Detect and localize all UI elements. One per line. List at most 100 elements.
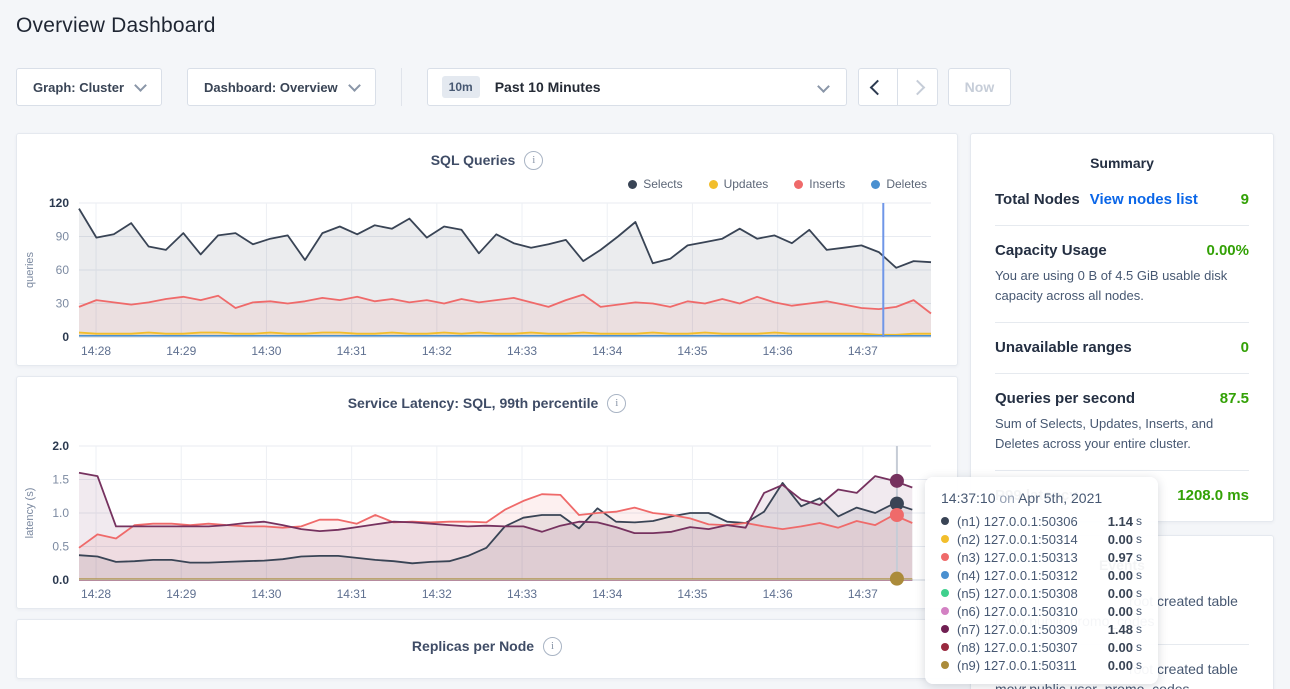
info-icon[interactable] bbox=[607, 393, 627, 413]
tooltip-node-row: (n9) 127.0.0.1:50311 0.00 s bbox=[941, 656, 1142, 674]
sql-queries-chart[interactable]: 120 90 60 30 0 14:28 14:29 14:30 14:31 14:32 14:33… bbox=[17, 193, 959, 365]
series-dot-icon bbox=[941, 589, 949, 597]
tooltip-node-row: (n2) 127.0.0.1:50314 0.00 s bbox=[941, 530, 1142, 548]
summary-value: 1208.0 ms bbox=[1177, 487, 1249, 504]
svg-text:0.5: 0.5 bbox=[52, 540, 69, 554]
legend-dot-icon bbox=[708, 179, 718, 189]
tooltip-node-value: 0.00 bbox=[1107, 603, 1133, 619]
info-icon[interactable] bbox=[543, 636, 563, 656]
time-range-picker[interactable]: 10m Past 10 Minutes bbox=[426, 68, 847, 106]
svg-text:14:35: 14:35 bbox=[677, 344, 707, 358]
time-back-button[interactable] bbox=[857, 68, 898, 106]
legend-dot-icon bbox=[628, 179, 638, 189]
summary-description: You are using 0 B of 4.5 GiB usable disk… bbox=[995, 268, 1228, 303]
tooltip-node-row: (n7) 127.0.0.1:50309 1.48 s bbox=[941, 620, 1142, 638]
svg-text:30: 30 bbox=[56, 297, 70, 311]
view-nodes-list-link[interactable]: View nodes list bbox=[1089, 191, 1198, 208]
svg-text:14:33: 14:33 bbox=[507, 587, 537, 601]
summary-label: Total Nodes bbox=[995, 191, 1080, 208]
info-icon[interactable] bbox=[524, 150, 544, 170]
summary-row: Unavailable ranges 0 bbox=[995, 322, 1249, 373]
service-latency-title: Service Latency: SQL, 99th percentile bbox=[347, 395, 599, 411]
tooltip-node-label: (n1) 127.0.0.1:50306 bbox=[957, 513, 1078, 529]
tooltip-node-label: (n3) 127.0.0.1:50313 bbox=[957, 549, 1078, 565]
divider bbox=[400, 68, 402, 106]
tooltip-node-label: (n5) 127.0.0.1:50308 bbox=[957, 585, 1078, 601]
dashboard-dropdown[interactable]: Dashboard: Overview bbox=[187, 68, 376, 106]
legend-item-selects[interactable]: Selects bbox=[628, 177, 683, 191]
svg-text:queries: queries bbox=[24, 251, 36, 288]
summary-row: Queries per second 87.5 Sum of Selects, Up… bbox=[995, 373, 1249, 470]
svg-text:14:37: 14:37 bbox=[848, 344, 878, 358]
summary-row: Capacity Usage 0.00% You are using 0 B of … bbox=[995, 225, 1249, 322]
legend-item-inserts[interactable]: Inserts bbox=[794, 177, 845, 191]
tooltip-node-unit: s bbox=[1136, 604, 1142, 618]
tooltip-node-row: (n8) 127.0.0.1:50307 0.00 s bbox=[941, 638, 1142, 656]
summary-title: Summary bbox=[1090, 155, 1154, 171]
tooltip-node-unit: s bbox=[1136, 568, 1142, 582]
legend-label: Inserts bbox=[809, 177, 846, 191]
tooltip-node-value: 1.14 bbox=[1107, 513, 1133, 529]
graph-dropdown-label: Graph: Cluster bbox=[33, 79, 125, 95]
tooltip-time: 14:37:10 bbox=[941, 490, 996, 506]
summary-row: Total Nodes View nodes list 9 bbox=[995, 175, 1249, 225]
svg-text:latency (s): latency (s) bbox=[24, 488, 36, 539]
tooltip-node-unit: s bbox=[1136, 640, 1142, 654]
svg-text:120: 120 bbox=[49, 196, 69, 210]
tooltip-node-row: (n3) 127.0.0.1:50313 0.97 s bbox=[941, 548, 1142, 566]
chevron-right-icon bbox=[909, 79, 925, 95]
tooltip-node-label: (n8) 127.0.0.1:50307 bbox=[957, 639, 1078, 655]
svg-text:14:29: 14:29 bbox=[166, 344, 196, 358]
summary-card: Summary Total Nodes View nodes list 9 Capac… bbox=[970, 133, 1274, 522]
tooltip-connector: on bbox=[999, 490, 1015, 506]
tooltip-node-unit: s bbox=[1136, 658, 1142, 672]
tooltip-node-row: (n5) 127.0.0.1:50308 0.00 s bbox=[941, 584, 1142, 602]
time-range-badge: 10m bbox=[441, 76, 480, 98]
summary-value: 9 bbox=[1240, 191, 1249, 208]
tooltip-node-row: (n6) 127.0.0.1:50310 0.00 s bbox=[941, 602, 1142, 620]
tooltip-node-unit: s bbox=[1136, 622, 1142, 636]
service-latency-chart[interactable]: 2.0 1.5 1.0 0.5 0.0 14:28 14:29 14:30 14:31 14:32… bbox=[17, 436, 959, 608]
svg-text:14:28: 14:28 bbox=[81, 344, 111, 358]
chevron-down-icon bbox=[347, 79, 361, 92]
tooltip-node-label: (n2) 127.0.0.1:50314 bbox=[957, 531, 1078, 547]
series-dot-icon bbox=[941, 607, 949, 615]
svg-text:14:31: 14:31 bbox=[337, 587, 367, 601]
svg-text:2.0: 2.0 bbox=[52, 439, 69, 453]
replicas-per-node-title: Replicas per Node bbox=[411, 638, 535, 654]
legend-label: Deletes bbox=[886, 177, 927, 191]
legend-item-updates[interactable]: Updates bbox=[708, 177, 769, 191]
service-latency-panel: Service Latency: SQL, 99th percentile 2.… bbox=[16, 376, 958, 609]
event-text: movr.public.user_promo_codes bbox=[995, 680, 1190, 689]
graph-dropdown[interactable]: Graph: Cluster bbox=[16, 68, 163, 106]
svg-text:1.5: 1.5 bbox=[52, 473, 69, 487]
time-step-buttons bbox=[857, 68, 938, 106]
now-button[interactable]: Now bbox=[947, 68, 1012, 106]
tooltip-node-value: 0.97 bbox=[1107, 549, 1133, 565]
series-dot-icon bbox=[941, 553, 949, 561]
svg-text:14:36: 14:36 bbox=[763, 344, 793, 358]
summary-value: 87.5 bbox=[1219, 390, 1249, 407]
sql-queries-legend: Selects Updates Inserts Deletes bbox=[17, 175, 957, 193]
series-dot-icon bbox=[941, 643, 949, 651]
sql-queries-panel: SQL Queries Selects Updates Inserts Deletes… bbox=[16, 133, 958, 366]
chart-hover-tooltip: 14:37:10 on Apr 5th, 2021 (n1) 127.0.0.1… bbox=[925, 477, 1158, 684]
svg-text:14:31: 14:31 bbox=[337, 344, 367, 358]
tooltip-node-value: 0.00 bbox=[1107, 639, 1133, 655]
chevron-down-icon bbox=[134, 79, 147, 92]
tooltip-node-value: 0.00 bbox=[1107, 585, 1133, 601]
legend-item-deletes[interactable]: Deletes bbox=[871, 177, 927, 191]
legend-label: Selects bbox=[643, 177, 683, 191]
svg-text:14:37: 14:37 bbox=[848, 587, 878, 601]
tooltip-node-label: (n9) 127.0.0.1:50311 bbox=[957, 657, 1077, 673]
tooltip-node-label: (n7) 127.0.0.1:50309 bbox=[957, 621, 1078, 637]
chevron-down-icon bbox=[816, 80, 830, 93]
tooltip-node-value: 1.48 bbox=[1107, 621, 1133, 637]
svg-text:14:28: 14:28 bbox=[81, 587, 111, 601]
time-forward-button[interactable] bbox=[897, 68, 938, 106]
svg-text:14:35: 14:35 bbox=[677, 587, 707, 601]
tooltip-node-value: 0.00 bbox=[1107, 567, 1133, 583]
legend-label: Updates bbox=[723, 177, 769, 191]
sql-queries-title: SQL Queries bbox=[430, 152, 516, 168]
tooltip-node-value: 0.00 bbox=[1107, 657, 1133, 673]
